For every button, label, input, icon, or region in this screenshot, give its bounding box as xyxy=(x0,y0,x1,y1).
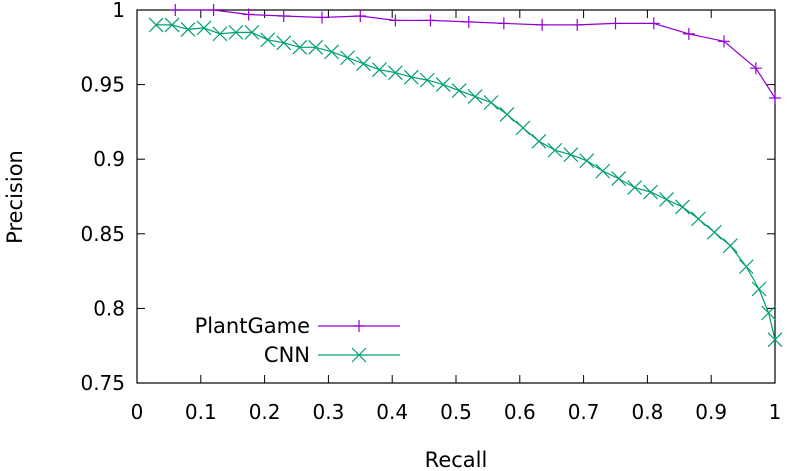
cnn-point xyxy=(627,180,643,195)
plantgame-point xyxy=(389,14,402,27)
x-tick-label: 0.7 xyxy=(568,400,600,424)
series-layer xyxy=(148,4,783,348)
x-tick-label: 0.6 xyxy=(504,400,536,424)
x-tick-label: 0.3 xyxy=(312,400,344,424)
plantgame-point xyxy=(769,92,781,105)
cnn-point xyxy=(308,39,324,55)
plantgame-point xyxy=(316,11,329,24)
cnn-point xyxy=(196,20,212,36)
series-plantgame xyxy=(169,4,781,105)
legend: PlantGame CNN xyxy=(195,314,400,367)
plantgame-point xyxy=(536,18,549,31)
legend-marker-plantgame xyxy=(353,320,365,332)
x-tick-label: 0.1 xyxy=(185,400,217,424)
cnn-point xyxy=(403,69,419,85)
x-tick-label: 0.9 xyxy=(695,400,727,424)
cnn-point xyxy=(435,77,451,93)
legend-marker-cnn xyxy=(351,347,367,363)
axis-ticks: 0 0.1 0.2 0.3 0.4 0.5 0.6 0.7 0.8 0.9 1 0.75 0.8 0.85… xyxy=(80,0,781,424)
plantgame-point xyxy=(207,4,220,16)
legend-label-plantgame: PlantGame xyxy=(195,314,310,338)
cnn-point xyxy=(675,199,690,215)
cnn-point xyxy=(531,133,547,149)
plantgame-line xyxy=(175,9,776,99)
cnn-point xyxy=(260,32,276,48)
plantgame-point xyxy=(169,4,182,16)
cnn-point xyxy=(451,83,467,98)
cnn-point xyxy=(340,50,355,66)
legend-label-cnn: CNN xyxy=(264,343,310,367)
cnn-point xyxy=(515,120,531,136)
x-tick-label: 0.2 xyxy=(249,400,281,424)
y-tick-label: 1 xyxy=(112,0,125,22)
cnn-point xyxy=(212,26,228,42)
plantgame-point xyxy=(497,17,510,30)
cnn-point xyxy=(148,17,164,33)
cnn-point xyxy=(483,95,499,110)
cnn-point xyxy=(738,259,754,275)
series-cnn xyxy=(148,17,783,348)
cnn-point xyxy=(767,332,783,348)
y-tick-label: 0.75 xyxy=(80,371,125,395)
cnn-point xyxy=(244,24,260,40)
cnn-point xyxy=(563,147,579,163)
x-tick-label: 1 xyxy=(769,400,782,424)
cnn-point xyxy=(611,171,627,187)
cnn-point xyxy=(276,35,292,51)
cnn-point xyxy=(579,153,595,169)
cnn-point xyxy=(691,211,706,227)
cnn-point xyxy=(659,192,674,207)
x-tick-label: 0.5 xyxy=(440,400,472,424)
cnn-point xyxy=(722,238,738,254)
cnn-point xyxy=(372,62,387,78)
plantgame-point xyxy=(242,8,255,21)
cnn-point xyxy=(595,163,611,179)
cnn-point xyxy=(467,89,483,104)
cnn-point xyxy=(228,24,244,40)
x-axis-label: Recall xyxy=(425,448,488,471)
plantgame-point xyxy=(682,27,695,40)
plantgame-point xyxy=(749,62,762,75)
plantgame-point xyxy=(571,18,584,31)
y-tick-label: 0.9 xyxy=(93,147,125,171)
cnn-point xyxy=(751,281,767,297)
cnn-point xyxy=(180,21,196,37)
plantgame-point xyxy=(424,14,437,27)
plantgame-point xyxy=(277,9,290,22)
cnn-point xyxy=(643,184,659,200)
cnn-point xyxy=(761,305,777,321)
cnn-point xyxy=(419,72,435,88)
cnn-point xyxy=(547,142,563,158)
cnn-point xyxy=(356,56,371,72)
y-axis-label: Precision xyxy=(3,150,27,244)
cnn-point xyxy=(499,107,515,122)
x-tick-label: 0 xyxy=(131,400,144,424)
cnn-point xyxy=(164,17,180,33)
x-tick-label: 0.8 xyxy=(631,400,663,424)
cnn-line xyxy=(156,24,776,340)
plantgame-point xyxy=(354,9,367,22)
cnn-point xyxy=(324,44,340,60)
x-tick-label: 0.4 xyxy=(376,400,408,424)
plantgame-point xyxy=(609,17,622,30)
cnn-point xyxy=(706,224,722,240)
y-tick-label: 0.85 xyxy=(80,222,125,246)
plantgame-point xyxy=(647,17,660,30)
plantgame-point xyxy=(717,35,730,48)
y-tick-label: 0.8 xyxy=(93,296,125,320)
y-tick-label: 0.95 xyxy=(80,73,125,97)
plantgame-point xyxy=(462,15,475,28)
cnn-point xyxy=(292,39,308,55)
cnn-point xyxy=(387,65,403,81)
